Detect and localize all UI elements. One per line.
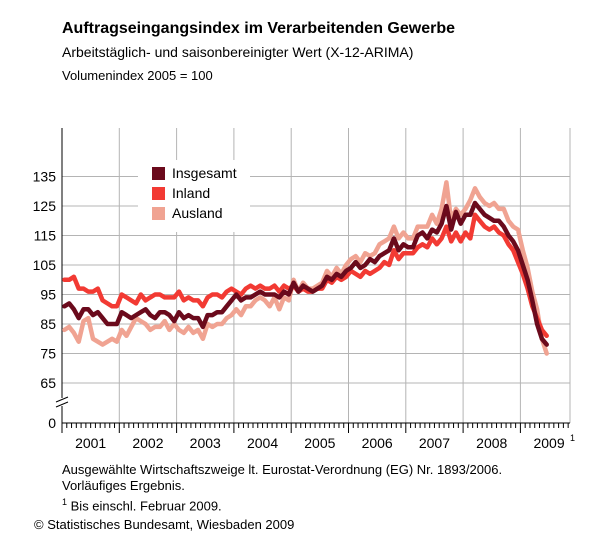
y-tick-label: 0 xyxy=(48,415,56,431)
y-tick-label: 75 xyxy=(40,346,56,362)
footnote-text: Bis einschl. Februar 2009. xyxy=(70,498,222,514)
y-tick-label: 85 xyxy=(40,316,56,332)
x-tick-label: 2005 xyxy=(304,435,335,451)
series-line-inland xyxy=(62,212,549,339)
axis-break-gap xyxy=(56,398,68,406)
x-tick-footnote: 1 xyxy=(570,433,575,443)
legend: Insgesamt Inland Ausland xyxy=(138,160,250,232)
legend-label: Inland xyxy=(172,185,210,201)
x-tick-label: 2009 xyxy=(533,435,564,451)
x-tick-label: 2003 xyxy=(190,435,221,451)
y-tick-label: 65 xyxy=(40,375,56,391)
footnote-mark: 1 xyxy=(62,497,68,507)
legend-swatch xyxy=(152,207,165,220)
series-line-insgesamt xyxy=(62,200,549,347)
x-tick-label: 2008 xyxy=(476,435,507,451)
legend-swatch xyxy=(152,187,165,200)
y-tick-label: 125 xyxy=(33,198,57,214)
footnote: 1 Bis einschl. Februar 2009. xyxy=(62,494,502,514)
note-line-1: Ausgewählte Wirtschaftszweige lt. Eurost… xyxy=(62,462,503,477)
legend-swatch xyxy=(152,167,165,180)
notes: Ausgewählte Wirtschaftszweige lt. Eurost… xyxy=(62,462,502,514)
y-tick-label: 115 xyxy=(34,228,57,244)
chart-title: Auftragseingangsindex im Verarbeitenden … xyxy=(62,20,455,37)
axis-break-mark xyxy=(55,396,69,408)
x-tick-label: 2007 xyxy=(419,435,450,451)
legend-label: Ausland xyxy=(172,205,223,221)
x-tick-label: 2002 xyxy=(132,435,163,451)
y-tick-label: 95 xyxy=(40,287,56,303)
y-tick-label: 105 xyxy=(33,257,57,273)
series-lines xyxy=(62,180,549,356)
unit-label: Volumenindex 2005 = 100 xyxy=(62,68,213,83)
x-tick-label: 2001 xyxy=(75,435,106,451)
chart-subtitle: Arbeitstäglich- und saisonbereinigter We… xyxy=(62,44,414,60)
x-tick-label: 2004 xyxy=(247,435,278,451)
copyright: © Statistisches Bundesamt, Wiesbaden 200… xyxy=(34,517,295,532)
note-line-2: Vorläufiges Ergebnis. xyxy=(62,478,185,493)
legend-label: Insgesamt xyxy=(172,165,237,181)
axes: 0 65 75 85 95 105 115 125 135 2001 2002 2003 2004 200… xyxy=(33,128,575,451)
y-tick-label: 135 xyxy=(33,169,57,185)
x-tick-label: 2006 xyxy=(362,435,393,451)
